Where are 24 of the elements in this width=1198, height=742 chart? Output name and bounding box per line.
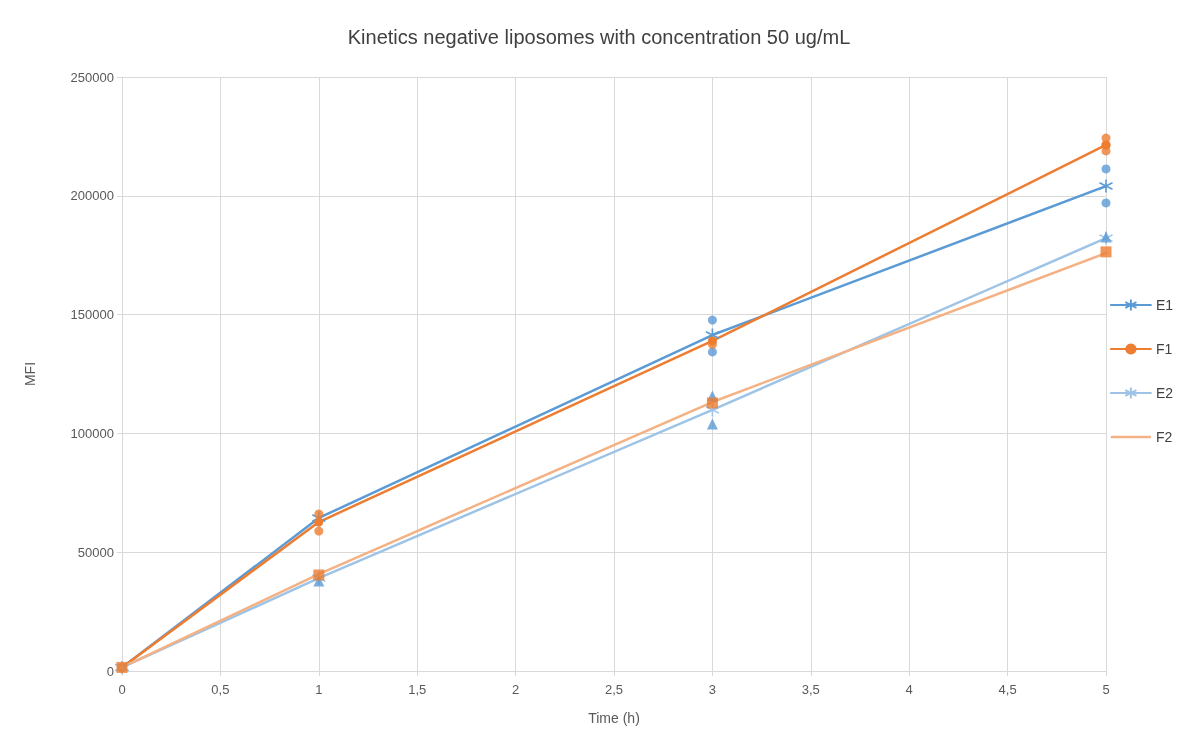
y-axis-title: MFI bbox=[22, 361, 38, 387]
x-tick-label: 4,5 bbox=[998, 682, 1017, 697]
y-tick-label: 100000 bbox=[70, 425, 114, 441]
legend-label: E1 bbox=[1155, 297, 1174, 313]
x-tick-label: 5 bbox=[1102, 682, 1110, 697]
x-tick-label: 1,5 bbox=[408, 682, 427, 697]
legend-label: E2 bbox=[1155, 385, 1174, 401]
x-tick-label: 3,5 bbox=[801, 682, 820, 697]
chart-title: Kinetics negative liposomes with concentration 50 ug/mL bbox=[347, 26, 851, 48]
x-tick-label: 1 bbox=[315, 682, 323, 697]
x-tick-label: 2,5 bbox=[604, 682, 624, 697]
y-tick-label: 200000 bbox=[70, 188, 114, 204]
x-tick-label: 2 bbox=[511, 682, 520, 697]
legend-label: F1 bbox=[1155, 341, 1173, 357]
x-tick-label: 3 bbox=[708, 682, 717, 697]
legend-label: F2 bbox=[1155, 429, 1173, 445]
y-tick-label: 250000 bbox=[70, 69, 114, 85]
y-tick-label: 0 bbox=[106, 663, 114, 679]
x-axis-title: Time (h) bbox=[588, 710, 640, 726]
y-tick-label: 150000 bbox=[70, 307, 114, 323]
x-tick-label: 4 bbox=[905, 682, 913, 697]
x-tick-label: 0 bbox=[118, 682, 126, 697]
y-tick-label: 50000 bbox=[77, 544, 114, 560]
x-tick-label: 0,5 bbox=[211, 682, 230, 697]
